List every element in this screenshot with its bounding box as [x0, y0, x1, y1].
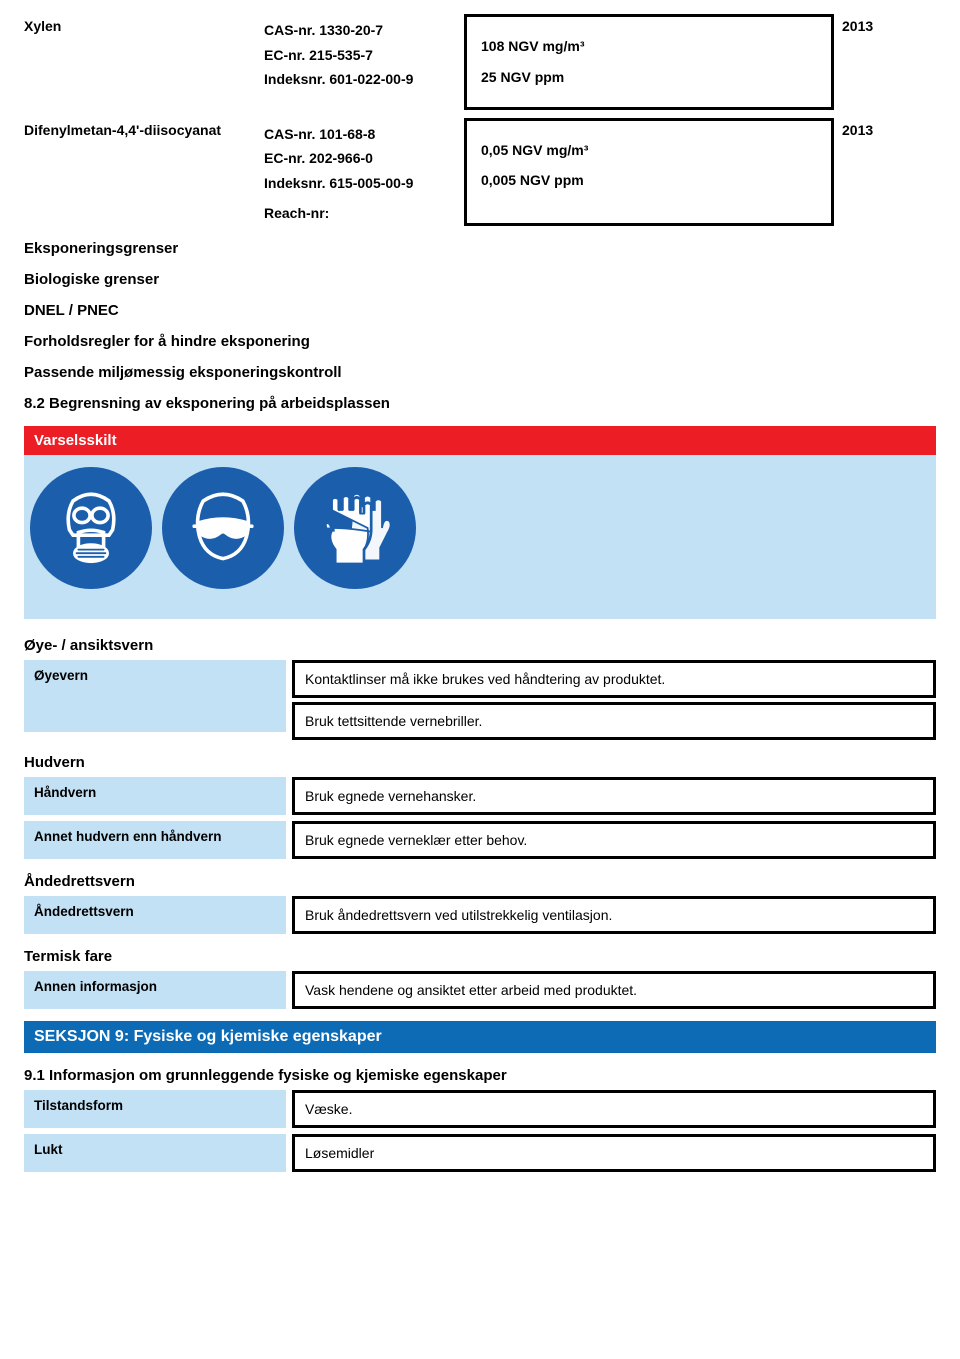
- physical-form-value: Væske.: [292, 1090, 936, 1128]
- year: 2013: [834, 118, 873, 226]
- hand-protection-value: Bruk egnede vernehansker.: [292, 777, 936, 815]
- heading-env-control: Passende miljømessig eksponeringskontrol…: [24, 364, 936, 381]
- eye-protection-label: Øyevern: [24, 660, 286, 732]
- heading-9-1: 9.1 Informasjon om grunnleggende fysiske…: [24, 1067, 936, 1084]
- heading-exposure-limits: Eksponeringsgrenser: [24, 240, 936, 257]
- eye-protection-value-2: Bruk tettsittende vernebriller.: [292, 702, 936, 740]
- eye-protection-value-1: Kontaktlinser må ikke brukes ved håndter…: [292, 660, 936, 698]
- other-info-label: Annen informasjon: [24, 971, 286, 1009]
- goggles-icon: [162, 467, 284, 589]
- limit-2: 25 NGV ppm: [481, 62, 817, 93]
- cas-number: CAS-nr. 1330-20-7: [264, 18, 464, 43]
- limits-box: 108 NGV mg/m³ 25 NGV ppm: [464, 14, 834, 110]
- respiratory-label: Åndedrettsvern: [24, 896, 286, 934]
- limits-box: 0,05 NGV mg/m³ 0,005 NGV ppm: [464, 118, 834, 226]
- heading-respiratory: Åndedrettsvern: [24, 873, 936, 890]
- field-row: Annen informasjon Vask hendene og ansikt…: [24, 971, 936, 1009]
- field-row: Håndvern Bruk egnede vernehansker.: [24, 777, 936, 815]
- heading-skin: Hudvern: [24, 754, 936, 771]
- field-row: Øyevern Kontaktlinser må ikke brukes ved…: [24, 660, 936, 740]
- ec-number: EC-nr. 215-535-7: [264, 43, 464, 68]
- hand-protection-label: Håndvern: [24, 777, 286, 815]
- heading-bio-limits: Biologiske grenser: [24, 271, 936, 288]
- substance-row: Difenylmetan-4,4'-diisocyanat CAS-nr. 10…: [24, 118, 936, 226]
- pictogram-band: [24, 455, 936, 619]
- other-skin-value: Bruk egnede verneklær etter behov.: [292, 821, 936, 859]
- substance-ids: CAS-nr. 101-68-8 EC-nr. 202-966-0 Indeks…: [264, 118, 464, 226]
- respirator-icon: [30, 467, 152, 589]
- year: 2013: [834, 14, 873, 110]
- field-row: Lukt Løsemidler: [24, 1134, 936, 1172]
- section-9-bar: SEKSJON 9: Fysiske og kjemiske egenskape…: [24, 1021, 936, 1053]
- reach-number: Reach-nr:: [264, 201, 464, 226]
- substance-row: Xylen CAS-nr. 1330-20-7 EC-nr. 215-535-7…: [24, 14, 936, 110]
- heading-thermal: Termisk fare: [24, 948, 936, 965]
- other-skin-label: Annet hudvern enn håndvern: [24, 821, 286, 859]
- substance-ids: CAS-nr. 1330-20-7 EC-nr. 215-535-7 Indek…: [264, 14, 464, 110]
- heading-precautions: Forholdsregler for å hindre eksponering: [24, 333, 936, 350]
- limit-2: 0,005 NGV ppm: [481, 165, 817, 196]
- heading-8-2: 8.2 Begrensning av eksponering på arbeid…: [24, 395, 936, 412]
- index-number: Indeksnr. 615-005-00-9: [264, 171, 464, 196]
- heading-dnel-pnec: DNEL / PNEC: [24, 302, 936, 319]
- physical-form-label: Tilstandsform: [24, 1090, 286, 1128]
- respiratory-value: Bruk åndedrettsvern ved utilstrekkelig v…: [292, 896, 936, 934]
- limit-1: 108 NGV mg/m³: [481, 31, 817, 62]
- odor-label: Lukt: [24, 1134, 286, 1172]
- warning-signs-bar: Varselsskilt: [24, 426, 936, 455]
- substance-name: Difenylmetan-4,4'-diisocyanat: [24, 118, 264, 226]
- field-row: Åndedrettsvern Bruk åndedrettsvern ved u…: [24, 896, 936, 934]
- odor-value: Løsemidler: [292, 1134, 936, 1172]
- ec-number: EC-nr. 202-966-0: [264, 146, 464, 171]
- substance-name: Xylen: [24, 14, 264, 110]
- other-info-value: Vask hendene og ansiktet etter arbeid me…: [292, 971, 936, 1009]
- gloves-icon: [294, 467, 416, 589]
- heading-eye-face: Øye- / ansiktsvern: [24, 637, 936, 654]
- field-row: Annet hudvern enn håndvern Bruk egnede v…: [24, 821, 936, 859]
- cas-number: CAS-nr. 101-68-8: [264, 122, 464, 147]
- index-number: Indeksnr. 601-022-00-9: [264, 67, 464, 92]
- field-row: Tilstandsform Væske.: [24, 1090, 936, 1128]
- limit-1: 0,05 NGV mg/m³: [481, 135, 817, 166]
